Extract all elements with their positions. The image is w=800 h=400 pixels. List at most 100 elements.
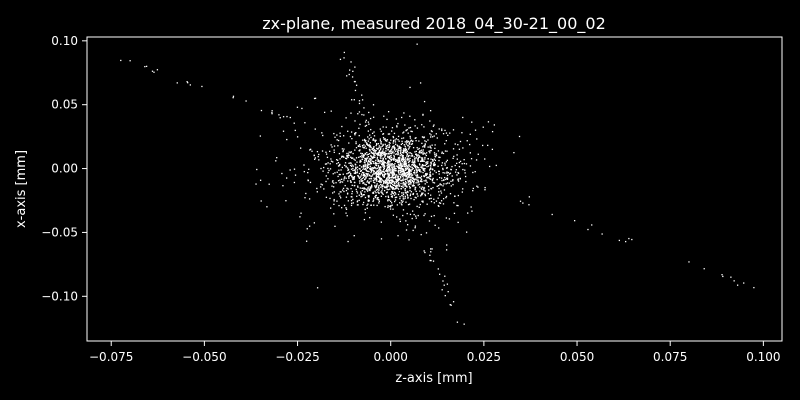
- scatter-point: [363, 172, 365, 174]
- scatter-point: [368, 163, 370, 166]
- scatter-point: [412, 159, 414, 161]
- scatter-point: [374, 177, 377, 179]
- scatter-point: [413, 169, 416, 172]
- scatter-point: [332, 186, 335, 188]
- scatter-point: [356, 172, 358, 174]
- scatter-point: [435, 133, 437, 135]
- scatter-point: [456, 204, 458, 207]
- scatter-point: [386, 167, 388, 169]
- scatter-point: [364, 168, 366, 171]
- scatter-point: [374, 179, 376, 181]
- scatter-point: [409, 160, 411, 162]
- scatter-point: [362, 155, 365, 157]
- scatter-point: [372, 200, 374, 203]
- scatter-point: [364, 191, 366, 193]
- scatter-point: [299, 147, 302, 149]
- scatter-point: [379, 180, 381, 182]
- scatter-point: [378, 202, 380, 204]
- scatter-point: [368, 182, 370, 184]
- scatter-point: [364, 145, 366, 147]
- scatter-point: [401, 142, 404, 145]
- scatter-point: [385, 148, 388, 150]
- scatter-point: [392, 174, 395, 176]
- scatter-point: [448, 182, 450, 184]
- scatter-point: [349, 164, 352, 167]
- scatter-point: [418, 176, 420, 178]
- scatter-point: [327, 171, 329, 174]
- scatter-point: [446, 167, 448, 169]
- scatter-point: [429, 145, 431, 147]
- scatter-point: [367, 130, 369, 132]
- scatter-point: [361, 195, 363, 197]
- scatter-point: [384, 154, 386, 156]
- scatter-point: [388, 144, 390, 146]
- scatter-point: [314, 158, 316, 160]
- scatter-point: [355, 188, 357, 191]
- scatter-point: [411, 179, 413, 182]
- scatter-point: [406, 158, 408, 160]
- scatter-point: [442, 185, 444, 187]
- scatter-point: [400, 166, 403, 168]
- scatter-point: [375, 150, 377, 152]
- scatter-point: [311, 150, 313, 152]
- scatter-point: [330, 144, 332, 146]
- scatter-point: [360, 152, 362, 154]
- scatter-point: [275, 160, 277, 162]
- scatter-point: [365, 169, 367, 171]
- scatter-point: [438, 191, 440, 193]
- scatter-point: [528, 204, 530, 206]
- scatter-point: [380, 178, 382, 181]
- scatter-point: [382, 193, 384, 196]
- scatter-point: [397, 235, 399, 237]
- scatter-point: [432, 186, 434, 189]
- scatter-point: [429, 174, 431, 176]
- scatter-point: [371, 186, 373, 188]
- scatter-point: [386, 164, 389, 166]
- scatter-point: [383, 166, 385, 169]
- scatter-point: [422, 167, 425, 170]
- scatter-point: [318, 159, 320, 161]
- scatter-point: [383, 164, 385, 166]
- scatter-point: [401, 173, 404, 175]
- scatter-point: [401, 160, 403, 163]
- scatter-point: [370, 167, 372, 169]
- scatter-point: [417, 148, 419, 150]
- scatter-point: [625, 240, 627, 243]
- scatter-point: [373, 173, 375, 175]
- scatter-point: [350, 202, 353, 205]
- scatter-point: [387, 159, 390, 162]
- scatter-point: [414, 151, 416, 153]
- scatter-point: [360, 170, 363, 172]
- scatter-point: [413, 184, 415, 187]
- scatter-point: [358, 194, 360, 196]
- scatter-point: [408, 169, 410, 171]
- scatter-point: [294, 129, 296, 132]
- scatter-point: [424, 140, 426, 142]
- scatter-point: [404, 149, 406, 152]
- scatter-point: [396, 160, 398, 162]
- scatter-point: [384, 182, 387, 184]
- scatter-point: [411, 143, 414, 145]
- scatter-point: [348, 154, 350, 157]
- scatter-point: [426, 203, 428, 205]
- scatter-point: [431, 178, 434, 181]
- scatter-point: [316, 191, 318, 193]
- scatter-point: [395, 193, 397, 195]
- scatter-point: [412, 160, 414, 163]
- scatter-point: [362, 164, 365, 166]
- scatter-point: [402, 200, 404, 202]
- scatter-point: [336, 139, 338, 141]
- scatter-point: [406, 153, 408, 155]
- scatter-point: [364, 152, 366, 155]
- scatter-point: [289, 169, 291, 171]
- scatter-point: [348, 73, 350, 76]
- y-tick-label: −0.05: [41, 225, 78, 239]
- scatter-point: [327, 162, 329, 164]
- scatter-point: [378, 184, 380, 187]
- scatter-point: [404, 165, 406, 167]
- scatter-point: [368, 138, 370, 140]
- scatter-point: [400, 165, 402, 167]
- scatter-point: [427, 139, 429, 141]
- scatter-point: [414, 178, 417, 180]
- scatter-point: [409, 126, 412, 129]
